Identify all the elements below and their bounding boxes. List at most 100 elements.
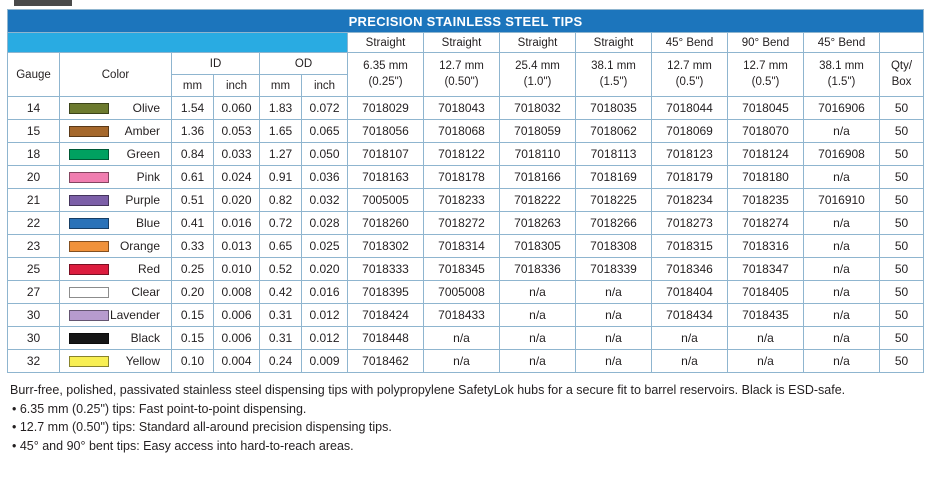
style-header-straight-3: Straight: [499, 32, 576, 53]
part-number-cell: 7018069: [651, 119, 728, 143]
footer-notes: Burr-free, polished, passivated stainles…: [10, 382, 923, 454]
gauge-cell: 30: [7, 303, 60, 327]
id-inch-cell: 0.008: [213, 280, 260, 304]
style-header-row: Straight Straight Straight Straight 45° …: [7, 32, 925, 53]
part-number-cell: 7018273: [651, 211, 728, 235]
color-name: Yellow: [125, 354, 160, 368]
part-number-cell: 7018068: [423, 119, 500, 143]
part-number-cell: n/a: [803, 280, 880, 304]
gauge-cell: 14: [7, 96, 60, 120]
id-mm-cell: 0.15: [171, 303, 214, 327]
table-row: 25 Red 0.25 0.010 0.52 0.020 7018333 7018345 701…: [7, 257, 925, 281]
part-number-cell: 7018056: [347, 119, 424, 143]
color-cell: Orange: [59, 234, 172, 258]
style-header-90-bend: 90° Bend: [727, 32, 804, 53]
footer-bullet-list: 6.35 mm (0.25") tips: Fast point-to-poin…: [12, 401, 923, 455]
color-name: Orange: [119, 239, 160, 253]
color-name: Lavender: [109, 308, 160, 322]
id-mm-cell: 1.36: [171, 119, 214, 143]
size-header-3: 25.4 mm (1.0"): [499, 52, 576, 97]
part-number-cell: 7018346: [651, 257, 728, 281]
gauge-cell: 27: [7, 280, 60, 304]
part-number-cell: 7018110: [499, 142, 576, 166]
qty-cell: 50: [878, 257, 925, 281]
qty-cell: 50: [878, 96, 925, 120]
part-number-cell: 7018462: [347, 349, 424, 373]
part-number-cell: 7018433: [423, 303, 500, 327]
id-mm-cell: 0.20: [171, 280, 214, 304]
color-name: Black: [130, 331, 160, 345]
part-number-cell: n/a: [499, 349, 576, 373]
part-number-cell: 7018314: [423, 234, 500, 258]
size-header-5: 12.7 mm (0.5"): [651, 52, 728, 97]
color-cell: Clear: [59, 280, 172, 304]
part-number-cell: n/a: [575, 326, 652, 350]
part-number-cell: n/a: [803, 326, 880, 350]
qty-cell: 50: [878, 349, 925, 373]
table-title: PRECISION STAINLESS STEEL TIPS: [6, 9, 925, 33]
id-mm-header: mm: [171, 74, 214, 97]
part-number-cell: n/a: [803, 119, 880, 143]
part-number-cell: 7018122: [423, 142, 500, 166]
od-inch-cell: 0.012: [301, 303, 348, 327]
qty-box-header: Qty/ Box: [878, 52, 925, 97]
group-header-row: Gauge Color ID OD 6.35 mm (0.25") 12.7 m…: [7, 52, 925, 97]
part-number-cell: n/a: [803, 257, 880, 281]
color-name: Red: [137, 262, 160, 276]
part-number-cell: 7018347: [727, 257, 804, 281]
part-number-cell: 7016908: [803, 142, 880, 166]
part-number-cell: 7018302: [347, 234, 424, 258]
part-number-cell: n/a: [803, 303, 880, 327]
part-number-cell: 7018123: [651, 142, 728, 166]
color-cell: Purple: [59, 188, 172, 212]
id-mm-cell: 0.84: [171, 142, 214, 166]
part-number-cell: n/a: [803, 349, 880, 373]
od-mm-cell: 0.52: [259, 257, 302, 281]
table-row: 23 Orange 0.33 0.013 0.65 0.025 7018302 7018314…: [7, 234, 925, 258]
part-number-cell: n/a: [803, 234, 880, 258]
part-number-cell: 7018272: [423, 211, 500, 235]
footer-bullet: 45° and 90° bent tips: Easy access into …: [12, 438, 923, 455]
id-mm-cell: 0.25: [171, 257, 214, 281]
color-swatch: [69, 125, 109, 137]
id-mm-cell: 0.15: [171, 326, 214, 350]
style-header-45-bend-1: 45° Bend: [651, 32, 728, 53]
gauge-cell: 30: [7, 326, 60, 350]
od-mm-cell: 0.82: [259, 188, 302, 212]
color-swatch: [69, 263, 109, 275]
color-swatch: [69, 355, 109, 367]
part-number-cell: 7018404: [651, 280, 728, 304]
part-number-cell: 7018045: [727, 96, 804, 120]
part-number-cell: 7018222: [499, 188, 576, 212]
id-mm-cell: 0.51: [171, 188, 214, 212]
gauge-cell: 20: [7, 165, 60, 189]
part-number-cell: 7018113: [575, 142, 652, 166]
id-inch-cell: 0.010: [213, 257, 260, 281]
id-inch-cell: 0.053: [213, 119, 260, 143]
table-row: 20 Pink 0.61 0.024 0.91 0.036 7018163 7018178 70…: [7, 165, 925, 189]
od-mm-cell: 0.24: [259, 349, 302, 373]
id-inch-cell: 0.020: [213, 188, 260, 212]
part-number-cell: 7018266: [575, 211, 652, 235]
table-header: PRECISION STAINLESS STEEL TIPS Straight …: [6, 9, 925, 97]
part-number-cell: n/a: [727, 349, 804, 373]
color-name: Green: [126, 147, 160, 161]
part-number-cell: 7018107: [347, 142, 424, 166]
table-body: 14 Olive 1.54 0.060 1.83 0.072 7018029 7018043 7…: [7, 96, 925, 373]
part-number-cell: 7018070: [727, 119, 804, 143]
qty-cell: 50: [878, 326, 925, 350]
part-number-cell: n/a: [423, 326, 500, 350]
part-number-cell: 7018345: [423, 257, 500, 281]
part-number-cell: n/a: [575, 303, 652, 327]
part-number-cell: 7018434: [651, 303, 728, 327]
table-row: 14 Olive 1.54 0.060 1.83 0.072 7018029 7018043 7…: [7, 96, 925, 120]
size-mm: 12.7 mm: [439, 59, 484, 72]
color-header: Color: [59, 52, 172, 97]
table-row: 32 Yellow 0.10 0.004 0.24 0.009 7018462 n/a n/a n…: [7, 349, 925, 373]
id-inch-cell: 0.060: [213, 96, 260, 120]
od-inch-cell: 0.032: [301, 188, 348, 212]
color-cell: Black: [59, 326, 172, 350]
od-mm-cell: 0.65: [259, 234, 302, 258]
id-mm-cell: 0.41: [171, 211, 214, 235]
part-number-cell: n/a: [727, 326, 804, 350]
